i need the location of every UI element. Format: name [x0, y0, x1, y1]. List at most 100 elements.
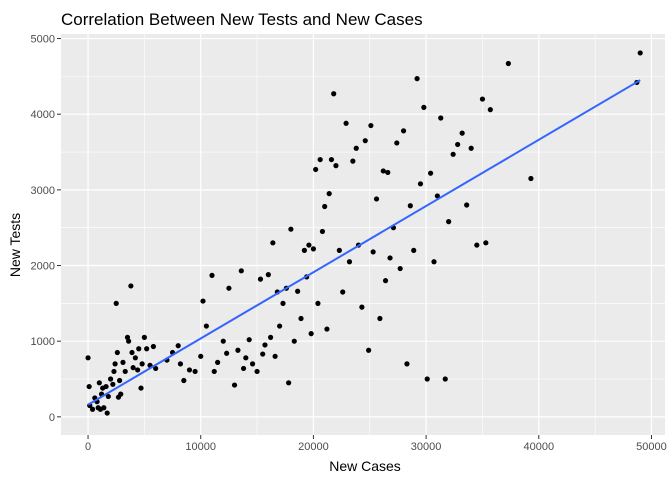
data-point: [224, 350, 230, 356]
data-point: [528, 175, 534, 182]
data-point: [270, 240, 276, 246]
data-point: [129, 349, 135, 356]
data-point: [417, 181, 424, 187]
data-point: [442, 376, 448, 382]
data-point: [306, 242, 312, 248]
data-point: [431, 259, 437, 265]
data-point: [209, 272, 215, 278]
data-point: [353, 145, 359, 151]
x-tick-label: 30000: [411, 441, 442, 453]
data-point: [132, 355, 138, 361]
data-point: [455, 141, 461, 148]
data-point: [483, 240, 489, 246]
data-point: [85, 355, 91, 361]
data-point: [103, 383, 109, 390]
y-tick-label: 1000: [31, 336, 55, 348]
data-point: [377, 315, 383, 322]
data-point: [118, 391, 124, 397]
y-axis: 0 1000 2000 3000 4000 5000: [31, 34, 61, 424]
data-point: [301, 247, 308, 253]
data-point: [382, 278, 389, 284]
data-point: [186, 367, 193, 373]
data-point: [104, 410, 110, 416]
data-point: [366, 347, 372, 353]
x-tick-label: 20000: [298, 441, 329, 453]
data-point: [110, 381, 116, 387]
data-point: [136, 346, 142, 352]
data-point: [120, 359, 126, 365]
data-point: [135, 367, 141, 373]
data-point: [414, 76, 420, 82]
data-point: [262, 342, 268, 348]
data-point: [243, 355, 249, 361]
data-point: [277, 323, 283, 329]
data-point: [340, 289, 346, 295]
data-point: [326, 191, 332, 197]
trend-line: [87, 79, 641, 406]
data-point: [474, 242, 480, 248]
data-point: [387, 255, 393, 261]
data-point: [141, 334, 147, 340]
data-point: [637, 50, 643, 56]
data-point: [272, 353, 278, 359]
data-point: [434, 193, 440, 199]
data-point: [350, 158, 356, 164]
data-point: [240, 365, 247, 372]
data-point: [505, 60, 511, 67]
data-point: [286, 380, 292, 386]
y-tick-label: 2000: [31, 261, 55, 273]
data-point: [198, 353, 204, 359]
data-point: [394, 140, 400, 146]
x-axis: 0 10000 20000 30000 40000 50000: [85, 435, 667, 453]
data-point: [246, 337, 252, 343]
major-gridlines: [61, 34, 665, 435]
data-point: [138, 385, 144, 391]
data-point: [130, 365, 136, 371]
data-point: [328, 156, 335, 163]
plot-panel: [61, 34, 665, 435]
x-tick-label: 40000: [523, 441, 554, 453]
data-point: [370, 249, 376, 255]
data-point: [397, 265, 403, 272]
data-point: [114, 349, 120, 356]
data-point: [175, 343, 181, 349]
data-point: [315, 300, 321, 306]
data-point: [319, 228, 326, 235]
data-point: [411, 247, 417, 253]
data-point: [257, 276, 264, 282]
data-point: [400, 128, 407, 134]
data-point: [313, 166, 319, 173]
data-point: [181, 377, 187, 384]
data-point: [428, 170, 434, 176]
data-point: [231, 382, 238, 388]
data-point: [459, 130, 465, 136]
data-point: [308, 331, 314, 337]
data-point: [333, 163, 339, 169]
data-point: [295, 288, 301, 294]
data-point: [260, 351, 266, 357]
data-point: [211, 368, 217, 375]
data-point: [249, 361, 256, 367]
data-point: [450, 151, 456, 157]
data-point: [343, 120, 349, 126]
data-point: [107, 376, 114, 382]
x-tick-label: 50000: [636, 441, 667, 453]
data-point: [373, 196, 380, 202]
data-points: [85, 50, 643, 416]
data-point: [288, 226, 294, 232]
data-point: [404, 361, 410, 367]
data-point: [438, 115, 444, 121]
data-point: [144, 346, 150, 352]
data-point: [126, 338, 132, 344]
data-point: [89, 406, 96, 412]
data-point: [421, 104, 427, 110]
data-point: [310, 246, 317, 252]
data-point: [86, 383, 92, 390]
data-point: [336, 247, 342, 253]
data-point: [424, 376, 430, 382]
data-point: [487, 107, 493, 113]
data-point: [200, 298, 206, 304]
x-axis-title: New Cases: [329, 458, 401, 474]
data-point: [122, 368, 128, 375]
data-point: [215, 359, 221, 365]
